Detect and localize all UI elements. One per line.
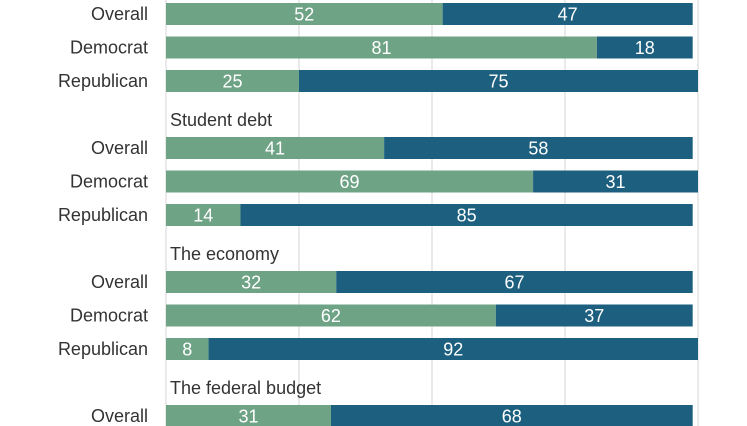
data-label: 68 <box>502 407 522 426</box>
data-label: 25 <box>222 72 242 92</box>
data-label: 69 <box>340 172 360 192</box>
bar-segment-first <box>166 70 299 92</box>
row-label: Republican <box>58 339 148 359</box>
bar-segment-second <box>442 3 693 25</box>
bars <box>166 3 698 426</box>
bar-segment-second <box>495 304 693 327</box>
bar-segment-second <box>240 204 693 226</box>
data-label: 31 <box>606 172 626 192</box>
row-label: Republican <box>58 205 148 225</box>
data-label: 62 <box>321 306 341 326</box>
bar-segment-first <box>166 338 209 360</box>
data-label: 31 <box>238 407 258 426</box>
data-label: 47 <box>558 5 578 25</box>
data-label: 37 <box>584 306 604 326</box>
group-title: The federal budget <box>170 378 321 398</box>
row-label: Overall <box>91 4 148 24</box>
labels: Overall 52 47 Democrat 81 18 Republican 25 75 Stu… <box>58 4 655 426</box>
bar-segment-first <box>166 3 443 25</box>
bar-segment-first <box>166 204 241 226</box>
group-title: Student debt <box>170 110 272 130</box>
bar-segment-first <box>166 137 385 159</box>
bar-segment-first <box>166 36 597 59</box>
row-label: Overall <box>91 138 148 158</box>
group-title: The economy <box>170 244 279 264</box>
bar-segment-second <box>330 405 693 426</box>
bar-segment-second <box>336 271 693 293</box>
row-label: Democrat <box>70 306 148 326</box>
row-label: Overall <box>91 406 148 426</box>
bar-segment-second <box>299 70 698 92</box>
bar-segment-first <box>166 170 534 193</box>
bar-segment-first <box>166 304 496 327</box>
row-label: Democrat <box>70 172 148 192</box>
data-label: 85 <box>457 206 477 226</box>
data-label: 75 <box>488 72 508 92</box>
data-label: 58 <box>528 139 548 159</box>
data-label: 32 <box>241 273 261 293</box>
bar-segment-second <box>596 36 693 59</box>
data-label: 18 <box>635 38 655 58</box>
bar-segment-second <box>208 338 698 360</box>
row-label: Republican <box>58 71 148 91</box>
data-label: 81 <box>371 38 391 58</box>
row-label: Democrat <box>70 38 148 58</box>
bar-segment-second <box>384 137 693 159</box>
bar-segment-first <box>166 405 331 426</box>
bar-segment-second <box>533 170 698 193</box>
data-label: 41 <box>265 139 285 159</box>
bar-segment-first <box>166 271 337 293</box>
row-label: Overall <box>91 272 148 292</box>
data-label: 67 <box>504 273 524 293</box>
data-label: 92 <box>443 340 463 360</box>
data-label: 14 <box>193 206 213 226</box>
data-label: 52 <box>294 5 314 25</box>
data-label: 8 <box>182 340 192 360</box>
